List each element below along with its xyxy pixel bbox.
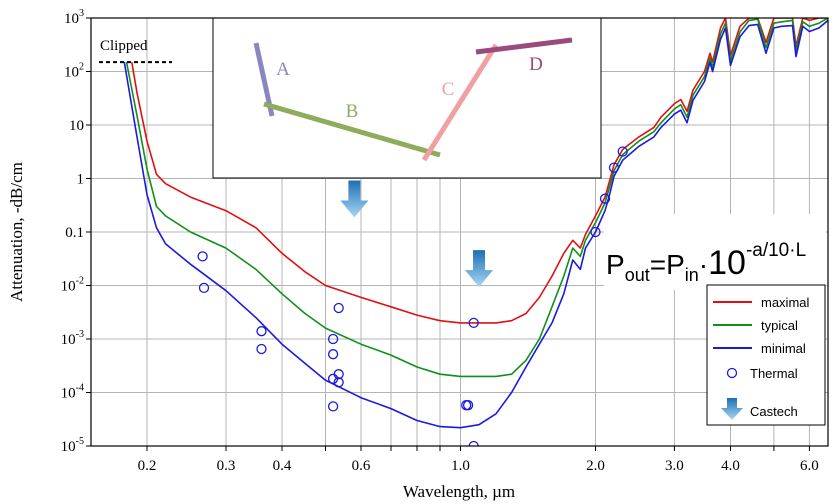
- y-tick-label: 103: [64, 8, 84, 27]
- x-tick-label: 6.0: [800, 458, 819, 474]
- clipped-label: Clipped: [100, 38, 148, 54]
- clipped-annotation: Clipped: [99, 38, 172, 64]
- thermal-point: [327, 401, 339, 412]
- x-tick-label: 4.0: [721, 458, 740, 474]
- thermal-point: [333, 302, 344, 314]
- formula-equals: =: [650, 249, 666, 280]
- thermal-point: [590, 226, 601, 238]
- tick-labels: 0.2 0.3 0.4 0.6 1.0 2.0 3.0 4.0 6.01031021010.11…: [61, 8, 819, 474]
- legend-label-thermal: Thermal: [750, 366, 798, 381]
- thermal-point: [327, 349, 339, 360]
- legend-label-minimal: minimal: [761, 341, 806, 356]
- thermal-point: [468, 440, 479, 446]
- thermal-point: [256, 343, 267, 355]
- inset-label-a: A: [276, 59, 290, 80]
- thermal-point: [256, 326, 267, 337]
- formula-in-subscript: in: [685, 265, 699, 285]
- thermal-point: [327, 333, 339, 345]
- formula: Pout=Pin·10-a/10·L: [604, 214, 826, 290]
- legend: maximal typical minimal Thermal Castech: [706, 284, 826, 426]
- castech-arrows: [340, 180, 494, 288]
- x-tick-label: 3.0: [665, 458, 684, 474]
- formula-background: [604, 214, 826, 290]
- legend-box: [706, 284, 826, 426]
- legend-marker-castech: [721, 398, 743, 420]
- inset-diagram: A B C D: [212, 17, 602, 179]
- formula-ten: 10: [708, 244, 746, 282]
- series-line-maximal: [131, 18, 828, 324]
- legend-label-maximal: maximal: [761, 295, 810, 310]
- thermal-point: [599, 193, 611, 204]
- formula-out-subscript: out: [625, 265, 650, 285]
- thermal-point: [198, 282, 210, 294]
- thermal-point: [608, 162, 620, 173]
- formula-text: Pout=Pin·10-a/10·L: [606, 240, 806, 285]
- y-tick-label: 0.1: [65, 225, 84, 241]
- inset-segment-d: [475, 37, 573, 55]
- legend-label-castech: Castech: [750, 404, 798, 419]
- formula-exponent: -a/10·L: [746, 240, 806, 261]
- thermal-point: [617, 146, 628, 157]
- x-axis-label: Wavelength, µm: [403, 482, 515, 501]
- thermal-point: [333, 377, 344, 388]
- castech-arrow: [465, 250, 494, 288]
- legend-marker-thermal: [726, 367, 738, 379]
- castech-arrow: [340, 180, 369, 218]
- y-tick-label: 10-5: [61, 436, 84, 455]
- y-tick-label: 10: [69, 118, 84, 134]
- thermal-point: [333, 369, 344, 380]
- formula-p-in: P: [666, 249, 685, 280]
- thermal-points: [197, 146, 628, 446]
- legend-label-typical: typical: [761, 318, 798, 333]
- x-tick-label: 0.6: [352, 458, 371, 474]
- inset-label-b: B: [346, 101, 359, 122]
- y-tick-label: 10-3: [61, 329, 84, 348]
- inset-segment-c: [421, 43, 499, 162]
- y-axis-label: Attenuation, -dB/cm: [7, 162, 26, 302]
- thermal-point: [462, 400, 474, 411]
- y-tick-label: 10-2: [61, 276, 84, 295]
- x-tick-label: 0.2: [138, 458, 157, 474]
- inset-label-c: C: [442, 79, 455, 100]
- x-tick-label: 1.0: [451, 458, 470, 474]
- formula-p-out: P: [606, 249, 625, 280]
- x-tick-label: 2.0: [586, 458, 605, 474]
- y-tick-label: 1: [77, 172, 85, 188]
- inset-segment-b: [263, 101, 441, 158]
- inset-label-d: D: [529, 54, 543, 75]
- y-tick-label: 102: [64, 62, 84, 81]
- thermal-point: [468, 317, 479, 329]
- plot-frame: [86, 17, 829, 451]
- x-tick-label: 0.3: [217, 458, 236, 474]
- thermal-point: [197, 251, 208, 262]
- x-tick-label: 0.4: [273, 458, 292, 474]
- y-tick-label: 10-4: [61, 383, 84, 402]
- formula-dot: ·: [699, 249, 708, 280]
